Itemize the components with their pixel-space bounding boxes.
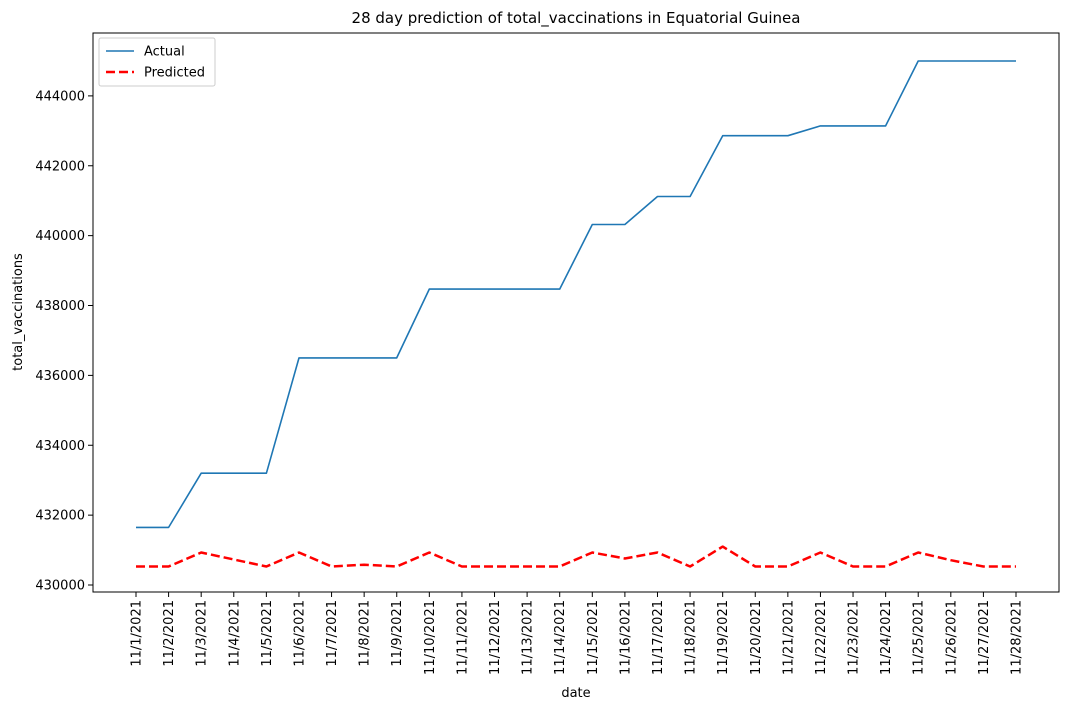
x-tick-label: 11/25/2021 [912,600,927,675]
x-tick-label: 11/20/2021 [749,600,764,675]
y-tick-label: 444000 [35,89,85,104]
x-tick-label: 11/6/2021 [292,600,307,667]
series-line-actual [136,60,1016,529]
y-tick-label: 430000 [35,579,85,594]
x-axis-label: date [561,686,590,701]
x-tick-label: 11/5/2021 [260,600,275,667]
y-axis: 430000 432000 434000 436000 438000 440000 4420… [35,89,93,594]
y-tick-label: 434000 [35,439,85,454]
y-tick-label: 436000 [35,369,85,384]
x-tick-label: 11/16/2021 [618,600,633,675]
series-line-predicted [136,545,1016,568]
x-tick-label: 11/27/2021 [977,600,992,675]
x-tick-label: 11/23/2021 [847,600,862,675]
y-tick-label: 438000 [35,299,85,314]
x-tick-label: 11/3/2021 [195,600,210,667]
x-tick-label: 11/13/2021 [521,600,536,675]
x-tick-label: 11/9/2021 [390,600,405,667]
x-tick-label: 11/8/2021 [358,600,373,667]
y-tick-label: 442000 [35,159,85,174]
x-tick-label: 11/4/2021 [227,600,242,667]
x-tick-label: 11/1/2021 [130,600,145,667]
x-tick-label: 11/21/2021 [781,600,796,675]
x-tick-label: 11/22/2021 [814,600,829,675]
x-tick-label: 11/18/2021 [684,600,699,675]
x-tick-label: 11/26/2021 [944,600,959,675]
x-axis: 11/1/2021 11/2/2021 11/3/2021 11/4/2021 11/5… [130,592,1025,675]
plot-frame [92,32,1060,593]
y-tick-label: 432000 [35,509,85,524]
legend: Actual Predicted [98,37,216,87]
legend-label-actual: Actual [144,45,185,60]
x-tick-label: 11/28/2021 [1010,600,1025,675]
x-tick-label: 11/10/2021 [423,600,438,675]
y-tick-label: 440000 [35,229,85,244]
x-tick-label: 11/2/2021 [162,600,177,667]
x-tick-label: 11/17/2021 [651,600,666,675]
x-tick-label: 11/19/2021 [716,600,731,675]
x-tick-label: 11/12/2021 [488,600,503,675]
legend-box [98,37,216,87]
chart-title: 28 day prediction of total_vaccinations … [352,9,801,28]
legend-label-predicted: Predicted [144,66,205,81]
x-tick-label: 11/14/2021 [553,600,568,675]
x-tick-label: 11/11/2021 [455,600,470,675]
x-tick-label: 11/7/2021 [325,600,340,667]
y-axis-label: total_vaccinations [11,253,26,371]
x-tick-label: 11/24/2021 [879,600,894,675]
series-lines [136,60,1016,568]
x-tick-label: 11/15/2021 [586,600,601,675]
